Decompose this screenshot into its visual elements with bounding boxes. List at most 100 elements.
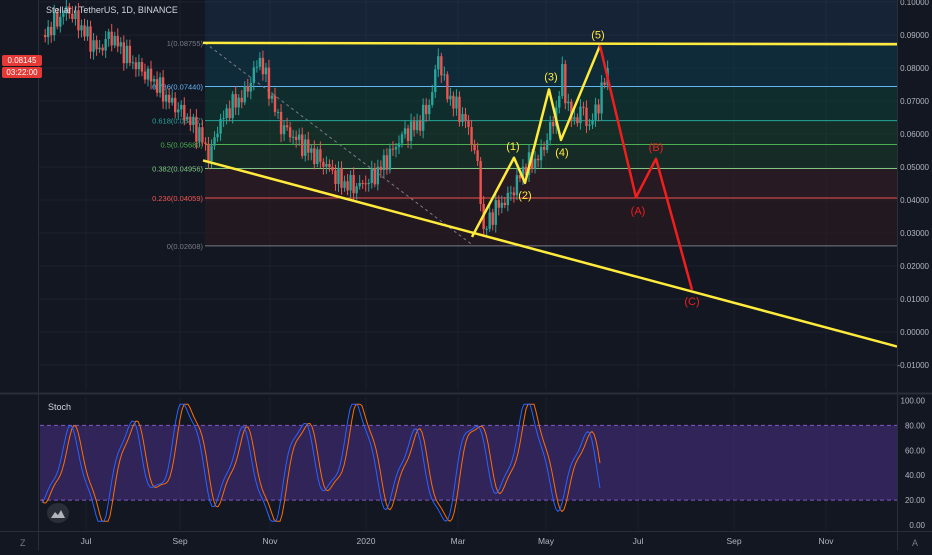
candle <box>216 126 219 142</box>
candle-body <box>56 12 59 27</box>
candle <box>591 113 594 130</box>
tradingview-logo-icon[interactable] <box>47 503 69 523</box>
candle <box>497 195 500 216</box>
candle <box>473 139 476 155</box>
candle <box>491 208 494 231</box>
candle <box>164 89 168 110</box>
candle <box>322 158 325 175</box>
candle <box>128 39 132 67</box>
candle <box>116 28 119 53</box>
candle-body <box>458 96 461 123</box>
candle <box>74 5 77 26</box>
candle <box>47 19 50 45</box>
candle <box>140 57 144 77</box>
candle <box>86 19 89 41</box>
candle <box>183 97 186 126</box>
timezone-button[interactable]: Z <box>20 538 26 548</box>
candle-body <box>506 192 510 206</box>
candle-body <box>452 95 455 109</box>
candle-body <box>86 26 89 37</box>
candle <box>337 161 340 192</box>
candle-body <box>107 31 110 39</box>
candle-body <box>198 127 201 142</box>
candle <box>104 31 107 58</box>
candle-body <box>252 67 256 83</box>
candle-body <box>288 127 292 138</box>
time-axis-tick: Jul <box>633 536 644 546</box>
candle <box>155 71 159 97</box>
price-axis-tick: 0.06000 <box>900 130 929 139</box>
candle <box>125 39 129 69</box>
candle-body <box>582 106 585 108</box>
candle <box>146 65 150 87</box>
stoch-axis-tick: 80.00 <box>905 421 926 430</box>
candle <box>319 141 322 169</box>
time-axis-tick: Nov <box>818 536 834 546</box>
price-axis-tick: 0.09000 <box>900 31 929 40</box>
candle-body <box>331 167 334 171</box>
correction-label: (A) <box>631 205 646 217</box>
candle-body <box>258 57 262 67</box>
time-axis-tick: Sep <box>172 536 187 546</box>
candle-body <box>192 116 195 126</box>
stoch-axis-tick: 100.00 <box>901 397 926 406</box>
candle <box>512 186 516 203</box>
candle-body <box>479 161 482 204</box>
candle-body <box>316 149 319 165</box>
candle-body <box>279 111 283 135</box>
candle-body <box>101 47 104 51</box>
candle-body <box>319 149 322 162</box>
price-axis-tick: 0.10000 <box>900 0 929 7</box>
price-candles <box>43 0 609 237</box>
candle-body <box>437 56 440 70</box>
candle <box>201 119 204 147</box>
auto-scale-button[interactable]: A <box>912 538 919 548</box>
candle <box>440 52 443 83</box>
candle-body <box>137 62 141 70</box>
candle <box>267 59 271 106</box>
stoch-indicator-label[interactable]: Stoch <box>48 402 72 412</box>
price-axis-tick: 0.04000 <box>900 196 929 205</box>
candle <box>364 175 367 192</box>
candle-body <box>213 137 216 146</box>
candle <box>89 20 92 59</box>
candle-body <box>273 95 277 112</box>
candle-body <box>92 40 95 52</box>
candle <box>50 21 53 43</box>
symbol-title: Stellar / TetherUS, 1D, BINANCE <box>46 5 178 15</box>
candle-body <box>473 144 476 151</box>
candle <box>370 160 373 189</box>
candle <box>234 86 237 115</box>
candle-body <box>128 45 132 63</box>
candle-body <box>443 74 446 76</box>
candle-body <box>89 26 92 52</box>
candle <box>536 154 540 168</box>
candle <box>270 92 274 104</box>
wave-label: (5) <box>591 30 604 42</box>
candle <box>458 91 461 127</box>
candle <box>394 143 398 158</box>
candle-body <box>539 146 543 161</box>
candle <box>533 151 537 174</box>
candle <box>53 4 56 41</box>
candle <box>177 102 180 120</box>
candle-body <box>304 139 307 156</box>
candle <box>161 70 165 109</box>
candle <box>552 115 555 134</box>
candle <box>249 77 253 100</box>
candle <box>59 8 62 33</box>
candle-body <box>149 68 153 82</box>
candle <box>186 113 189 123</box>
candle-body <box>588 124 591 126</box>
candle <box>65 0 68 21</box>
candle <box>279 104 283 143</box>
candle-body <box>186 116 189 120</box>
candle-body <box>340 167 343 188</box>
candle <box>585 100 588 133</box>
candle <box>310 144 313 161</box>
candle-body <box>246 86 249 92</box>
candle-body <box>567 101 570 104</box>
candle <box>237 94 240 116</box>
abc-correction-line <box>598 45 694 291</box>
